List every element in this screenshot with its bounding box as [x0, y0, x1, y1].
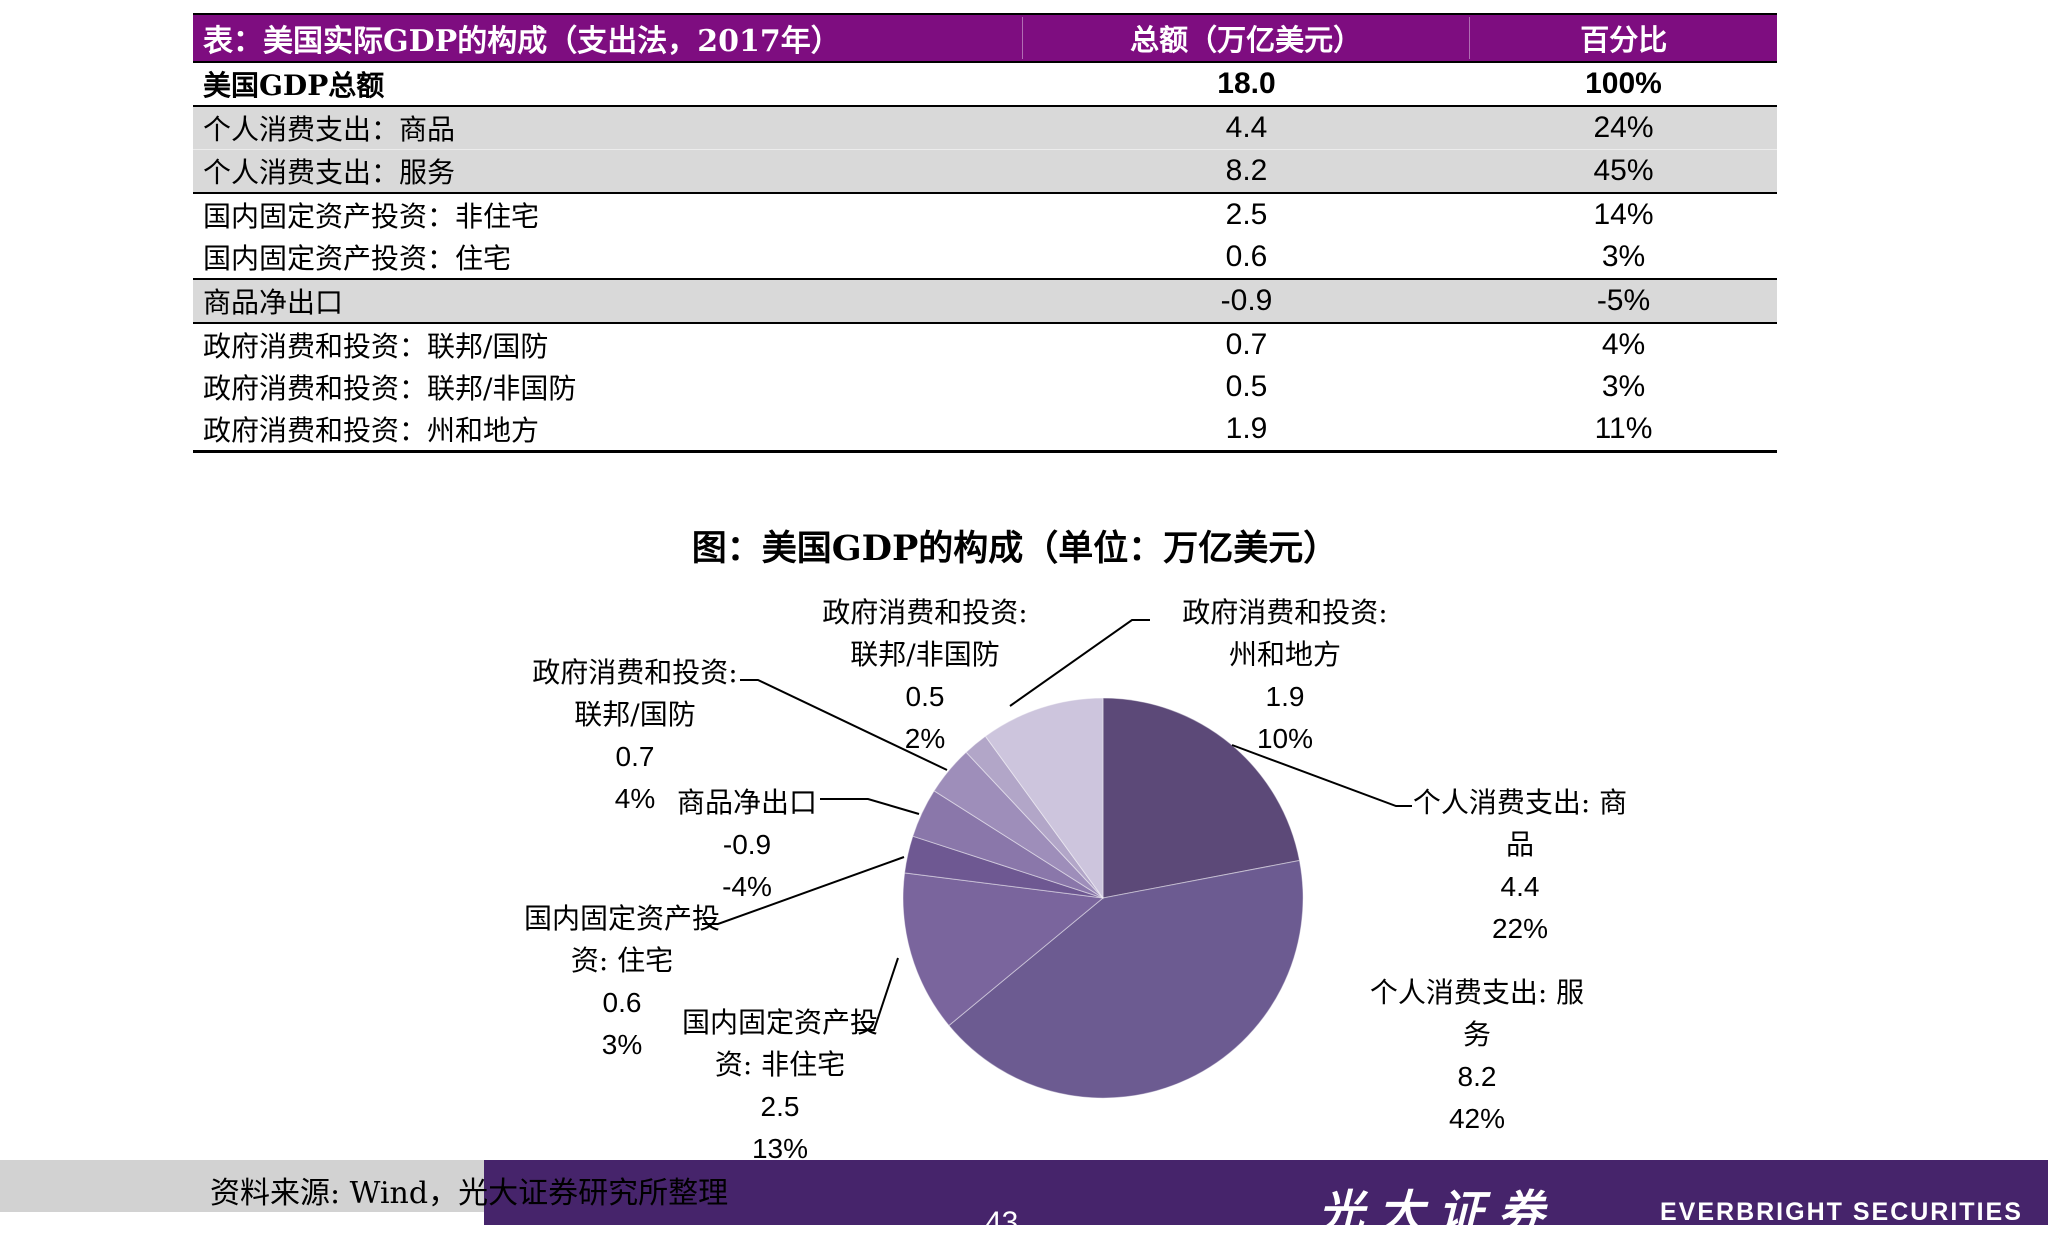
leader-line-fixed-nonresidential	[856, 957, 899, 1031]
pie-slice-gov-federal-nondefense	[965, 735, 1104, 899]
row-percent: 14%	[1593, 198, 1654, 231]
table-row: 商品净出口 -0.9 -5%	[193, 280, 1777, 324]
row-value: 0.6	[1225, 240, 1268, 273]
row-value: 18.0	[1217, 67, 1276, 100]
pie-slice-gov-federal-defense	[933, 751, 1104, 899]
leader-line-fixed-residential	[702, 856, 905, 925]
table-title: 表：美国实际GDP的构成（支出法，2017年）	[203, 24, 841, 59]
footer-brand-bar	[484, 1160, 2048, 1225]
row-value: 0.5	[1225, 370, 1268, 403]
row-label: 国内固定资产投资：非住宅	[203, 200, 540, 233]
chart-title: 图：美国GDP的构成（单位：万亿美元）	[691, 528, 1339, 569]
leader-line-pce-goods	[1231, 744, 1412, 807]
gdp-composition-table: 表：美国实际GDP的构成（支出法，2017年） 总额（万亿美元） 百分比 美国G…	[193, 13, 1777, 453]
pie-slice-fixed-residential	[904, 835, 1104, 899]
row-label: 个人消费支出：商品	[203, 113, 456, 146]
row-label: 国内固定资产投资：住宅	[203, 242, 512, 275]
everbright-logo-en: EVERBRIGHT SECURITIES	[1660, 1198, 2023, 1226]
leader-line-gov-federal-defense	[740, 679, 948, 771]
table-row: 政府消费和投资：州和地方 1.9 11%	[193, 408, 1777, 450]
column-header-percent: 百分比	[1469, 17, 1777, 59]
leader-line-gov-state-local	[1009, 619, 1150, 707]
column-header-total: 总额（万亿美元）	[1021, 17, 1469, 59]
everbright-logo-cn: 光大证券	[1318, 1185, 1558, 1239]
row-value: 2.5	[1225, 198, 1268, 231]
row-value: -0.9	[1220, 284, 1273, 317]
source-note: 资料来源: Wind，光大证券研究所整理	[210, 1176, 729, 1211]
pie-slice-gov-state-local	[984, 697, 1104, 900]
row-percent: 11%	[1594, 412, 1653, 445]
table-row: 政府消费和投资：联邦/国防 0.7 4%	[193, 324, 1777, 366]
page-number: 43	[985, 1206, 1019, 1239]
table-row: 个人消费支出：商品 4.4 24%	[193, 107, 1777, 149]
table-row: 国内固定资产投资：住宅 0.6 3%	[193, 236, 1777, 280]
row-percent: 100%	[1585, 67, 1662, 100]
row-label: 个人消费支出：服务	[203, 156, 456, 189]
row-label: 政府消费和投资：联邦/国防	[203, 330, 549, 363]
table-row: 个人消费支出：服务 8.2 45%	[193, 149, 1777, 194]
table-row: 美国GDP总额 18.0 100%	[193, 63, 1777, 107]
row-percent: -5%	[1596, 284, 1651, 317]
row-percent: 3%	[1601, 370, 1646, 403]
pie-slice-pce-services	[948, 859, 1304, 1099]
row-percent: 3%	[1601, 240, 1646, 273]
row-value: 4.4	[1225, 111, 1268, 144]
table-header-row: 表：美国实际GDP的构成（支出法，2017年） 总额（万亿美元） 百分比	[193, 15, 1777, 63]
gdp-table-body: 美国GDP总额 18.0 100% 个人消费支出：商品 4.4 24% 个人消费支出：服务 8…	[193, 63, 1777, 450]
row-value: 0.7	[1225, 328, 1268, 361]
leader-line-net-exports	[820, 798, 920, 815]
table-row: 国内固定资产投资：非住宅 2.5 14%	[193, 194, 1777, 236]
pie-slice-fixed-nonresidential	[902, 872, 1105, 1027]
table-row: 政府消费和投资：联邦/非国防 0.5 3%	[193, 366, 1777, 408]
row-label: 美国GDP总额	[203, 69, 385, 102]
row-label: 政府消费和投资：州和地方	[203, 414, 540, 447]
pie-slice-net-exports	[912, 790, 1104, 899]
row-percent: 45%	[1593, 154, 1654, 187]
row-percent: 24%	[1593, 111, 1654, 144]
row-value: 8.2	[1225, 154, 1268, 187]
pie-slice-pce-goods	[1102, 697, 1301, 899]
footer-source-bar	[0, 1160, 484, 1212]
row-label: 政府消费和投资：联邦/非国防	[203, 372, 577, 405]
row-label: 商品净出口	[203, 286, 344, 319]
row-value: 1.9	[1225, 412, 1268, 445]
row-percent: 4%	[1601, 328, 1646, 361]
